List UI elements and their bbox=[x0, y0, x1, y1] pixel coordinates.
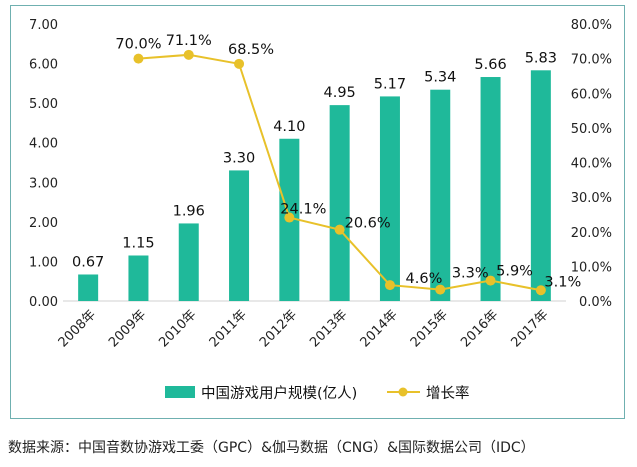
right-axis-tick: 40.0% bbox=[571, 157, 612, 172]
x-axis-tick: 2014年 bbox=[358, 307, 401, 350]
chart: 0.00 1.00 2.00 3.00 4.00 5.00 6.00 7.00 0.0% 10.0… bbox=[29, 18, 612, 402]
x-axis-tick: 2011年 bbox=[207, 307, 250, 350]
bar bbox=[530, 70, 551, 301]
bar-data-label: 1.96 bbox=[173, 203, 205, 219]
left-axis-tick: 5.00 bbox=[29, 97, 58, 112]
bar bbox=[430, 89, 451, 301]
line-data-label: 71.1% bbox=[166, 33, 212, 49]
growth-point bbox=[485, 275, 496, 286]
x-axis-tick: 2009年 bbox=[106, 307, 149, 350]
bar-data-label: 4.95 bbox=[324, 85, 356, 101]
right-axis-tick: 80.0% bbox=[571, 18, 612, 33]
growth-point bbox=[535, 285, 546, 296]
left-axis-tick: 4.00 bbox=[29, 137, 58, 152]
right-axis-tick: 60.0% bbox=[571, 87, 612, 102]
legend-label: 增长率 bbox=[426, 385, 470, 402]
legend-line-marker bbox=[398, 387, 408, 397]
growth-point bbox=[234, 58, 245, 69]
left-axis-tick: 6.00 bbox=[29, 58, 58, 73]
left-axis-tick: 2.00 bbox=[29, 216, 58, 231]
bar bbox=[329, 105, 350, 301]
bar-data-label: 0.67 bbox=[72, 254, 104, 270]
growth-point bbox=[384, 280, 395, 291]
right-axis-tick: 70.0% bbox=[571, 53, 612, 68]
line-data-label: 20.6% bbox=[345, 216, 391, 232]
line-data-label: 3.3% bbox=[452, 266, 489, 282]
x-axis-tick: 2012年 bbox=[257, 307, 300, 350]
bar-data-label: 5.17 bbox=[374, 76, 406, 92]
x-axis-tick: 2016年 bbox=[458, 307, 501, 350]
line-data-label: 3.1% bbox=[544, 274, 581, 290]
line-data-label: 70.0% bbox=[115, 37, 161, 53]
right-axis-tick: 20.0% bbox=[571, 226, 612, 241]
growth-point bbox=[133, 53, 144, 64]
legend-label: 中国游戏用户规模(亿人) bbox=[201, 385, 357, 402]
bar bbox=[229, 170, 250, 301]
right-axis-tick: 50.0% bbox=[571, 122, 612, 137]
source-note: 数据来源：中国音数协游戏工委（GPC）&伽马数据（CNG）&国际数据公司（IDC… bbox=[8, 440, 535, 456]
x-axis-tick: 2017年 bbox=[508, 307, 551, 350]
bar-data-label: 5.34 bbox=[424, 70, 456, 86]
line-data-label: 68.5% bbox=[228, 42, 274, 58]
chart-frame bbox=[10, 5, 625, 419]
x-axis-tick: 2015年 bbox=[408, 307, 451, 350]
x-axis-tick: 2008年 bbox=[56, 307, 99, 350]
left-axis-tick: 7.00 bbox=[29, 18, 58, 33]
right-axis-tick: 0.0% bbox=[579, 295, 612, 310]
right-axis-tick: 10.0% bbox=[571, 260, 612, 275]
bar-data-label: 3.30 bbox=[223, 150, 255, 166]
x-axis-tick: 2013年 bbox=[307, 307, 350, 350]
bar-data-label: 5.83 bbox=[525, 50, 557, 66]
bar bbox=[78, 274, 99, 301]
right-axis-tick: 30.0% bbox=[571, 191, 612, 206]
growth-point bbox=[334, 224, 345, 235]
left-axis-tick: 1.00 bbox=[29, 255, 58, 270]
line-data-label: 5.9% bbox=[496, 264, 533, 280]
legend-bar-swatch bbox=[165, 386, 195, 398]
bar-data-label: 4.10 bbox=[273, 119, 305, 135]
bar-data-label: 1.15 bbox=[122, 235, 154, 251]
bar bbox=[128, 255, 149, 301]
x-axis-tick: 2010年 bbox=[156, 307, 199, 350]
growth-point bbox=[183, 49, 194, 60]
left-axis-tick: 0.00 bbox=[29, 295, 58, 310]
bar bbox=[480, 77, 501, 301]
bar bbox=[178, 223, 199, 301]
bar-data-label: 5.66 bbox=[474, 57, 506, 73]
bar bbox=[379, 96, 400, 301]
growth-point bbox=[435, 284, 446, 295]
growth-point bbox=[284, 212, 295, 223]
left-axis-tick: 3.00 bbox=[29, 176, 58, 191]
line-data-label: 24.1% bbox=[280, 202, 326, 218]
line-data-label: 4.6% bbox=[406, 271, 443, 287]
